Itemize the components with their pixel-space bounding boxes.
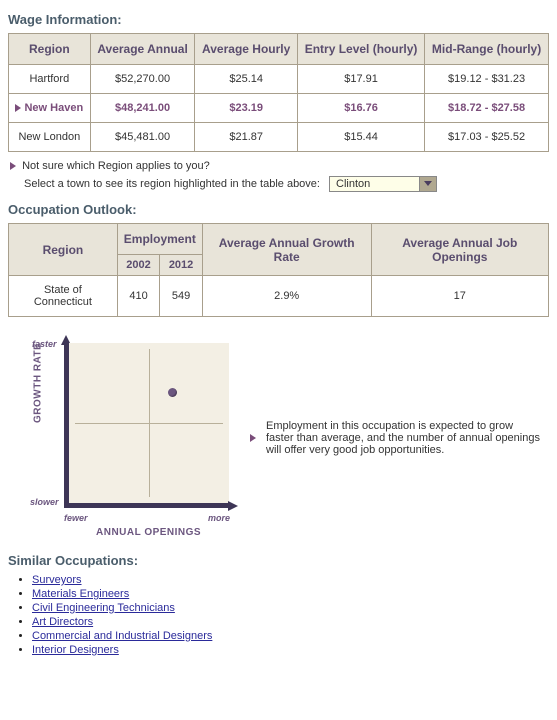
outlook-title: Occupation Outlook: [8, 202, 549, 217]
ot-y2: 549 [160, 276, 203, 317]
ot-y1: 410 [117, 276, 160, 317]
ot-th-region: Region [9, 224, 118, 276]
wage-cell: $16.76 [297, 94, 424, 123]
town-dropdown[interactable]: Clinton [329, 176, 437, 192]
ot-open: 17 [371, 276, 548, 317]
x-max-label: more [208, 513, 230, 523]
ot-growth: 2.9% [202, 276, 371, 317]
list-item: Surveyors [32, 574, 549, 586]
y-min-label: slower [30, 497, 59, 507]
helper-instruction: Select a town to see its region highligh… [24, 176, 549, 192]
data-point [168, 388, 177, 397]
occupation-link[interactable]: Art Directors [32, 616, 93, 628]
wage-cell: $15.44 [297, 123, 424, 152]
list-item: Commercial and Industrial Designers [32, 630, 549, 642]
table-row: New London$45,481.00$21.87$15.44$17.03 -… [9, 123, 549, 152]
wage-th-entry: Entry Level (hourly) [297, 34, 424, 65]
quadrant-chart: faster slower fewer more GROWTH RATE ANN… [8, 333, 238, 543]
wage-cell: $17.91 [297, 65, 424, 94]
chart-row: faster slower fewer more GROWTH RATE ANN… [8, 333, 549, 543]
ot-th-growth: Average Annual Growth Rate [202, 224, 371, 276]
wage-cell: $17.03 - $25.52 [425, 123, 549, 152]
triangle-icon [10, 162, 16, 170]
ot-th-y1: 2002 [117, 255, 160, 276]
similar-title: Similar Occupations: [8, 553, 549, 568]
wage-cell: New Haven [9, 94, 91, 123]
x-arrow-icon [228, 501, 238, 511]
table-row: State of Connecticut 410 549 2.9% 17 [9, 276, 549, 317]
ot-region: State of Connecticut [9, 276, 118, 317]
occupation-link[interactable]: Interior Designers [32, 644, 119, 656]
list-item: Civil Engineering Technicians [32, 602, 549, 614]
list-item: Materials Engineers [32, 588, 549, 600]
wage-cell: $48,241.00 [90, 94, 195, 123]
table-row: Hartford$52,270.00$25.14$17.91$19.12 - $… [9, 65, 549, 94]
occupation-link[interactable]: Civil Engineering Technicians [32, 602, 175, 614]
occupation-link[interactable]: Materials Engineers [32, 588, 129, 600]
triangle-icon [15, 104, 21, 112]
wage-th-region: Region [9, 34, 91, 65]
x-axis-title: ANNUAL OPENINGS [96, 527, 201, 538]
outlook-table: Region Employment Average Annual Growth … [8, 223, 549, 317]
wage-th-hourly: Average Hourly [195, 34, 298, 65]
helper-text: Select a town to see its region highligh… [24, 178, 320, 190]
wage-cell: $45,481.00 [90, 123, 195, 152]
wage-cell: $21.87 [195, 123, 298, 152]
town-selected: Clinton [336, 178, 370, 190]
chevron-down-icon[interactable] [419, 177, 436, 191]
helper-q: Not sure which Region applies to you? [22, 160, 210, 172]
occupation-link[interactable]: Commercial and Industrial Designers [32, 630, 212, 642]
wage-cell: $18.72 - $27.58 [425, 94, 549, 123]
grid-h [75, 423, 223, 424]
ot-th-emp: Employment [117, 224, 202, 255]
wage-cell: $25.14 [195, 65, 298, 94]
wage-cell: $52,270.00 [90, 65, 195, 94]
wage-cell: Hartford [9, 65, 91, 94]
chart-desc-text: Employment in this occupation is expecte… [266, 420, 541, 456]
region-helper: Not sure which Region applies to you? [10, 160, 549, 172]
wage-th-mid: Mid-Range (hourly) [425, 34, 549, 65]
wage-table: Region Average Annual Average Hourly Ent… [8, 33, 549, 152]
occupation-link[interactable]: Surveyors [32, 574, 82, 586]
x-min-label: fewer [64, 513, 88, 523]
chart-plot [64, 343, 229, 508]
wage-th-annual: Average Annual [90, 34, 195, 65]
list-item: Art Directors [32, 616, 549, 628]
wage-title: Wage Information: [8, 12, 549, 27]
wage-cell: $23.19 [195, 94, 298, 123]
ot-th-open: Average Annual Job Openings [371, 224, 548, 276]
ot-th-y2: 2012 [160, 255, 203, 276]
wage-cell: $19.12 - $31.23 [425, 65, 549, 94]
y-axis-title: GROWTH RATE [33, 343, 44, 423]
wage-cell: New London [9, 123, 91, 152]
triangle-icon [250, 434, 256, 442]
similar-list: Surveyors Materials Engineers Civil Engine… [32, 574, 549, 656]
list-item: Interior Designers [32, 644, 549, 656]
table-row: New Haven$48,241.00$23.19$16.76$18.72 - … [9, 94, 549, 123]
chart-description: Employment in this occupation is expecte… [238, 420, 549, 456]
